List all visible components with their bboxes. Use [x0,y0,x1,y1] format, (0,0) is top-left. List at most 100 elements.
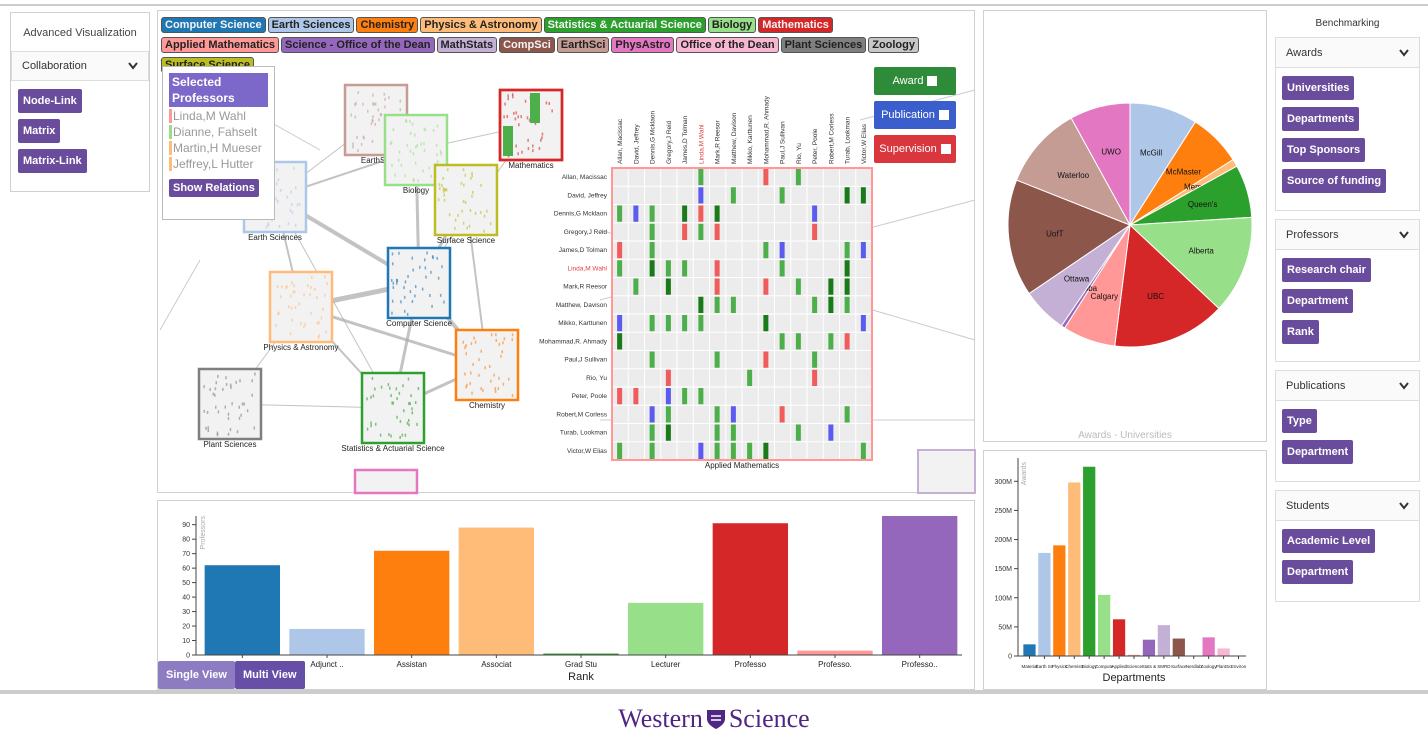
section: Publications Type Department [1275,370,1420,482]
view-tabs: Single View Multi View [158,661,305,689]
section: Students Academic Level Department [1275,490,1420,602]
chevron-path [1399,230,1409,239]
nav-button[interactable]: Departments [1282,107,1360,131]
chevron [1399,230,1409,239]
right-sidebar: Benchmarking Awards Universities Departmen… [1275,10,1420,690]
toggle-label: Supervision [879,143,937,155]
professor-name: Martin,H Mueser [173,141,262,155]
section-list: Awards Universities Departments Top Sponsor… [1275,37,1420,602]
button-row: Department [1282,289,1413,313]
bottom-divider [0,690,1428,694]
professor-row[interactable]: Dianne, Fahselt [169,125,268,139]
button-row: Universities [1282,76,1413,100]
button-row: Type [1282,409,1413,433]
button-list: Research chair Department Rank [1276,250,1419,344]
nav-button[interactable]: Universities [1282,76,1355,100]
department-tag[interactable]: Plant Sciences [780,37,867,53]
nav-button[interactable]: Department [1282,440,1354,464]
single-view-tab[interactable]: Single View [158,661,235,689]
section-title: Awards [1286,46,1323,59]
department-tag[interactable]: Earth Sciences [267,17,355,33]
rank-panel [157,500,975,690]
professor-row[interactable]: Jeffrey,L Hutter [169,157,268,171]
top-divider [0,4,1428,6]
chevron [1399,381,1409,390]
department-tag[interactable]: Biology [707,17,757,33]
department-tag[interactable]: Mathematics [758,17,833,33]
department-tag[interactable]: MathStats [436,37,498,53]
multi-view-tab[interactable]: Multi View [234,661,305,689]
professor-list: Linda,M Wahl Dianne, Fahselt Martin,H Mues… [169,109,268,171]
chevron [1399,501,1409,510]
left-sidebar: Advanced Visualization Collaboration Nod… [10,12,150,192]
selected-title: Selected Professors [169,73,268,107]
button-list: Node-Link Matrix Matrix-Link [11,81,149,187]
button-row: Department [1282,560,1413,584]
show-relations-button[interactable]: Show Relations [169,179,259,197]
section-header[interactable]: Publications [1276,371,1419,401]
brand-right: Science [728,704,810,733]
department-tag[interactable]: Computer Science [161,17,266,33]
professor-name: Jeffrey,L Hutter [173,157,254,171]
button-row: Node-Link [18,89,142,113]
button-row: Rank [1282,320,1413,344]
chevron [128,62,138,70]
professor-row[interactable]: Martin,H Mueser [169,141,268,155]
selected-professors: Selected Professors Linda,M Wahl Dianne, … [162,66,275,220]
chevron-path [1399,381,1409,390]
department-tag[interactable]: PhysAstro [611,37,675,53]
nav-button[interactable]: Top Sponsors [1282,138,1366,162]
shield-icon [706,710,725,729]
nav-button[interactable]: Research chair [1282,258,1371,282]
department-tag[interactable]: Applied Mathematics [161,37,280,53]
section-header[interactable]: Students [1276,491,1419,521]
section-header[interactable]: Awards [1276,38,1419,68]
department-tag[interactable]: Physics & Astronomy [420,17,542,33]
department-tag[interactable]: EarthSci [556,37,610,53]
chevron [1399,48,1409,57]
nav-button[interactable]: Matrix-Link [18,149,87,173]
sidebar-title: Advanced Visualization [23,27,137,39]
toggle-button[interactable]: Supervision [874,135,956,163]
nav-button[interactable]: Node-Link [18,89,82,113]
section-header[interactable]: Professors [1276,220,1419,250]
button-row: Academic Level [1282,529,1413,553]
department-tag[interactable]: Chemistry [356,17,419,33]
button-row: Research chair [1282,258,1413,282]
button-list: Universities Departments Top Sponsors Sourc… [1276,68,1419,193]
department-tag[interactable]: Zoology [868,37,919,53]
toggle-button[interactable]: Publication [874,101,956,129]
professor-name: Dianne, Fahselt [173,125,258,139]
professor-name: Linda,M Wahl [173,109,246,123]
checkbox [940,144,951,154]
brand-left: Western [618,704,703,733]
section: Awards Universities Departments Top Sponsor… [1275,37,1420,211]
network-panel [157,10,975,493]
department-tag[interactable]: Science - Office of the Dean [281,37,435,53]
button-row: Matrix-Link [18,149,142,173]
chevron-path [1399,501,1409,510]
department-tag[interactable]: Office of the Dean [676,37,779,53]
sidebar-title: Benchmarking [1315,18,1380,29]
toggle-label: Publication [881,109,935,121]
nav-button[interactable]: Source of funding [1282,169,1387,193]
nav-button[interactable]: Department [1282,560,1354,584]
toggle-button[interactable]: Award [874,67,956,95]
button-row: Departments [1282,107,1413,131]
section: Professors Research chair Department Rank [1275,219,1420,362]
nav-button[interactable]: Department [1282,289,1354,313]
section-title: Collaboration [22,60,87,72]
department-tag[interactable]: CompSci [499,37,555,53]
nav-button[interactable]: Type [1282,409,1317,433]
nav-button[interactable]: Matrix [18,119,61,143]
checkbox [927,76,938,86]
section-header[interactable]: Collaboration [11,51,149,81]
nav-button[interactable]: Academic Level [1282,529,1376,553]
department-tag[interactable]: Statistics & Actuarial Science [543,17,706,33]
professor-row[interactable]: Linda,M Wahl [169,109,268,123]
nav-button[interactable]: Rank [1282,320,1319,344]
section-title: Students [1286,499,1330,512]
tag-list: Computer Science Earth Sciences Chemistry P… [161,17,921,77]
toggle-label: Award [892,75,924,87]
